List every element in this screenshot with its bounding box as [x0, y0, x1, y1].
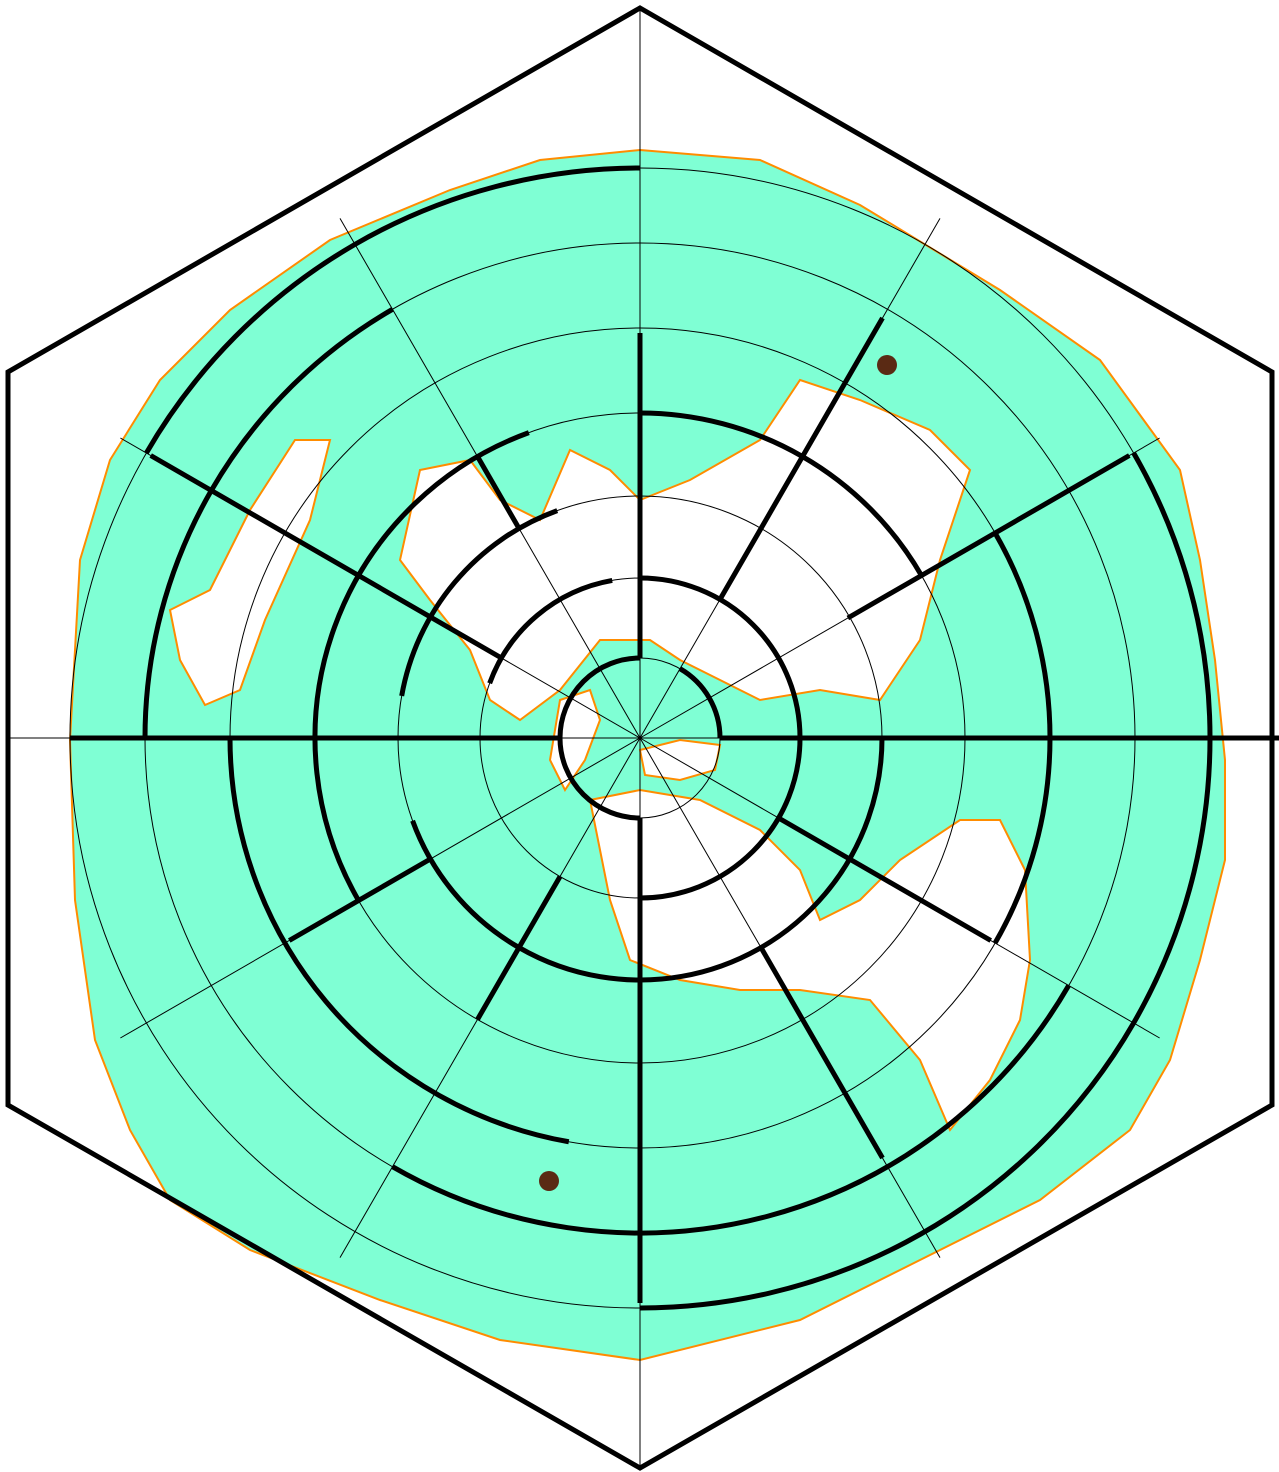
- cut-arc: [410, 737, 885, 983]
- land: [398, 378, 972, 722]
- cut-radial: [475, 455, 523, 532]
- cut-radial: [757, 944, 885, 1160]
- cut-arc: [312, 430, 530, 902]
- cut-radial: [717, 316, 885, 601]
- cut-arc: [487, 577, 613, 685]
- interrupt-lines: [70, 165, 1279, 1311]
- marker: [877, 355, 897, 375]
- cut-arc: [639, 451, 1213, 1311]
- cut-arc: [227, 737, 570, 1145]
- cut-radial: [777, 815, 992, 943]
- cut-arc: [391, 984, 1071, 1236]
- cut-arc: [399, 508, 559, 697]
- cut-radial: [475, 875, 563, 1021]
- cut-radial: [288, 855, 434, 943]
- cut-arc: [678, 666, 723, 739]
- cut-radial: [846, 453, 1131, 621]
- cut-arc: [639, 737, 803, 901]
- cut-radial: [149, 453, 503, 661]
- marker: [539, 1171, 559, 1191]
- cut-arc: [144, 165, 641, 455]
- land: [168, 439, 332, 707]
- cut-arc: [639, 575, 803, 739]
